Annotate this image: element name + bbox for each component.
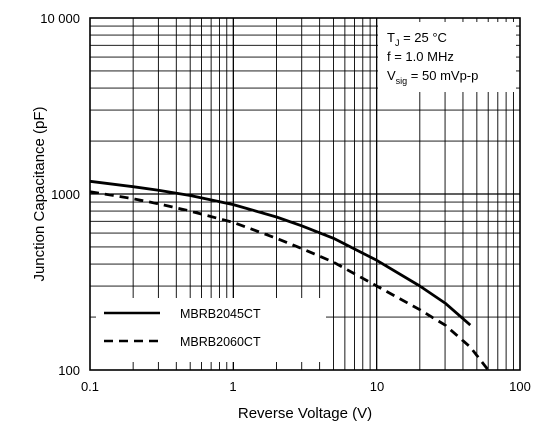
- condition-tj-sub: J: [395, 38, 400, 48]
- y-tick-labels: 10 000 1000 100: [40, 11, 80, 378]
- y-tick-label-100: 100: [58, 363, 80, 378]
- conditions-box-bg: [378, 22, 516, 92]
- legend-label-mbrb2045ct: MBRB2045CT: [180, 307, 261, 321]
- series-line-mbrb2045ct: [89, 179, 472, 327]
- condition-vsig-value: = 50 mVp-p: [407, 68, 478, 83]
- condition-vsig: Vsig = 50 mVp-p: [387, 68, 478, 86]
- x-tick-labels: 0.1 1 10 100: [81, 379, 531, 394]
- condition-vsig-sub: sig: [396, 76, 408, 86]
- y-tick-label-1000: 1000: [51, 187, 80, 202]
- condition-tj-value: = 25 °C: [399, 30, 446, 45]
- y-axis-label: Junction Capacitance (pF): [31, 106, 48, 281]
- legend-label-mbrb2060ct: MBRB2060CT: [180, 335, 261, 349]
- condition-vsig-main: V: [387, 68, 396, 83]
- x-tick-label-1: 1: [229, 379, 236, 394]
- condition-tj: TJ = 25 °C: [387, 30, 447, 48]
- plot-frame: [89, 17, 521, 371]
- legend: MBRB2045CT MBRB2060CT: [96, 298, 326, 362]
- x-tick-label-10: 10: [370, 379, 384, 394]
- condition-freq: f = 1.0 MHz: [387, 49, 454, 64]
- condition-tj-main: T: [387, 30, 395, 45]
- legend-bg: [96, 298, 326, 362]
- x-tick-label-0.1: 0.1: [81, 379, 99, 394]
- series-lines: [89, 179, 490, 371]
- series-line-mbrb2060ct: [89, 190, 490, 371]
- conditions-box: TJ = 25 °C f = 1.0 MHz Vsig = 50 mVp-p: [378, 22, 516, 92]
- x-tick-label-100: 100: [509, 379, 531, 394]
- y-tick-label-10000: 10 000: [40, 11, 80, 26]
- x-axis-label: Reverse Voltage (V): [238, 405, 372, 422]
